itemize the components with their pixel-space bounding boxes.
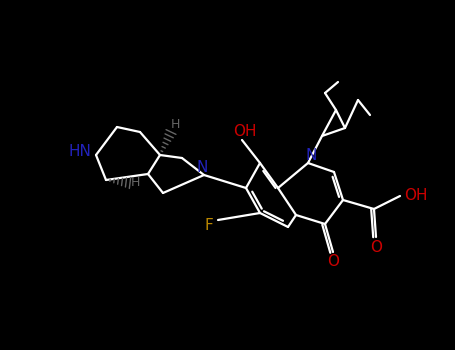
Text: H: H [170, 119, 180, 132]
Text: N: N [196, 160, 207, 175]
Text: O: O [370, 239, 382, 254]
Text: N: N [305, 147, 317, 162]
Text: OH: OH [233, 125, 257, 140]
Text: O: O [327, 254, 339, 270]
Text: H: H [130, 176, 140, 189]
Text: HN: HN [69, 144, 91, 159]
Text: F: F [205, 217, 213, 232]
Text: OH: OH [404, 189, 428, 203]
